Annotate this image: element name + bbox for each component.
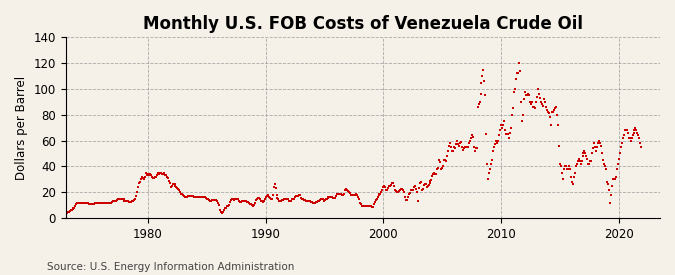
Title: Monthly U.S. FOB Costs of Venezuela Crude Oil: Monthly U.S. FOB Costs of Venezuela Crud… xyxy=(143,15,583,33)
Y-axis label: Dollars per Barrel: Dollars per Barrel xyxy=(15,76,28,180)
Text: Source: U.S. Energy Information Administration: Source: U.S. Energy Information Administ… xyxy=(47,262,294,272)
